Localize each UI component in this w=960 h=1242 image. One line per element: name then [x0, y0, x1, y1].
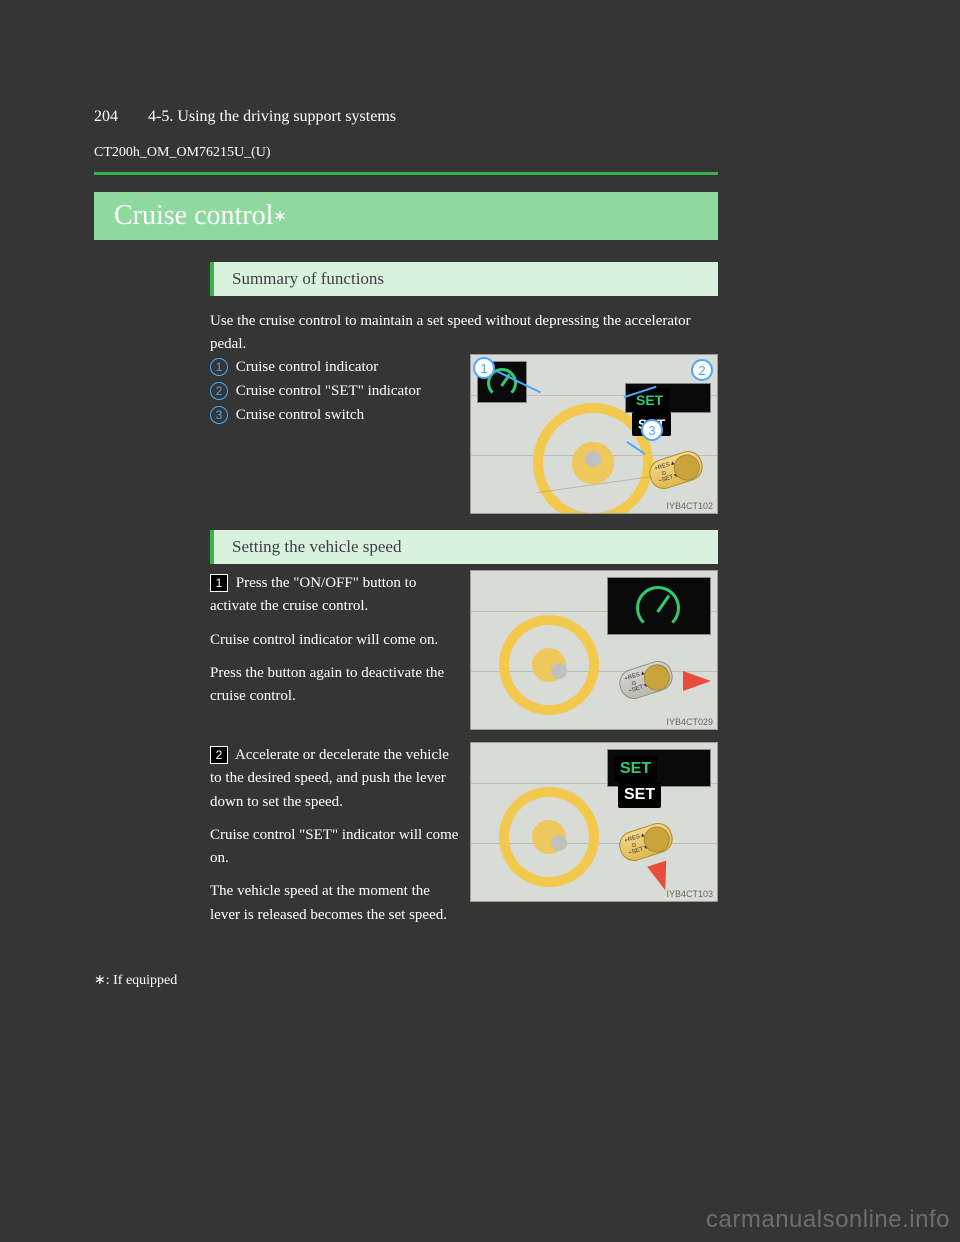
- page-number: 204: [94, 108, 118, 126]
- lever-button-icon: [642, 661, 672, 691]
- section-heading-text: Summary of functions: [232, 269, 384, 289]
- section-heading-setting: Setting the vehicle speed: [210, 530, 718, 564]
- section-heading-summary: Summary of functions: [210, 262, 718, 296]
- step-2-line3: The vehicle speed at the moment the leve…: [210, 880, 460, 927]
- step-2: 2 Accelerate or decelerate the vehicle t…: [210, 744, 460, 927]
- step-1-line2: Cruise control indicator will come on.: [210, 629, 460, 652]
- set-badge-green: SET: [614, 756, 657, 782]
- figure-id: IYB4CT103: [666, 889, 713, 899]
- callout-3-marker: 3: [641, 419, 663, 441]
- callout-1-marker: 1: [473, 357, 495, 379]
- summary-item-3-label: Cruise control switch: [236, 407, 364, 423]
- lever-markings: +RES▲ ⊙−SET▼: [654, 460, 681, 486]
- section-heading-text-2: Setting the vehicle speed: [232, 537, 401, 557]
- set-indicator-hud: SET SET: [607, 749, 711, 787]
- figure-step-2: SET SET +RES▲ ⊙−SET▼ IYB4CT103: [470, 742, 718, 902]
- arrow-right-icon: [683, 671, 711, 691]
- footnote: ∗: If equipped: [94, 972, 177, 989]
- summary-intro: Use the cruise control to maintain a set…: [210, 310, 718, 357]
- step-1: 1 Press the "ON/OFF" button to activate …: [210, 572, 460, 708]
- page-title: Cruise control∗: [94, 192, 718, 240]
- top-rule: [94, 172, 718, 175]
- steering-wheel-icon: [499, 787, 599, 887]
- summary-item-2: 2 Cruise control "SET" indicator: [210, 380, 421, 403]
- step-number-1-icon: 1: [210, 574, 228, 592]
- cruise-indicator-hud: [607, 577, 711, 635]
- step-1-line3: Press the button again to deactivate the…: [210, 662, 460, 709]
- step-2-line1: 2 Accelerate or decelerate the vehicle t…: [210, 744, 460, 814]
- callout-2-marker: 2: [691, 359, 713, 381]
- callout-1-icon: 1: [210, 358, 228, 376]
- title-text: Cruise control: [114, 200, 273, 232]
- step-1-line1: 1 Press the "ON/OFF" button to activate …: [210, 572, 460, 619]
- step-2-line2: Cruise control "SET" indicator will come…: [210, 824, 460, 871]
- figure-id: IYB4CT029: [666, 717, 713, 727]
- set-badge-black: SET: [618, 782, 661, 808]
- summary-item-1-label: Cruise control indicator: [236, 359, 378, 375]
- lever-markings: +RES▲ ⊙−SET▼: [624, 670, 651, 696]
- callout-2-icon: 2: [210, 382, 228, 400]
- lever-markings: +RES▲ ⊙−SET▼: [624, 832, 651, 858]
- watermark: carmanualsonline.info: [706, 1206, 950, 1234]
- figure-id: IYB4CT102: [666, 501, 713, 511]
- set-indicator-hud: SET SET: [625, 383, 711, 413]
- summary-item-1: 1 Cruise control indicator: [210, 356, 378, 379]
- step-number-2-icon: 2: [210, 746, 228, 764]
- figure-step-1: +RES▲ ⊙−SET▼ IYB4CT029: [470, 570, 718, 730]
- title-asterisk: ∗: [273, 206, 286, 226]
- document-id: CT200h_OM_OM76215U_(U): [94, 145, 271, 161]
- summary-item-2-label: Cruise control "SET" indicator: [236, 383, 421, 399]
- speedometer-icon: [634, 584, 684, 630]
- callout-3-icon: 3: [210, 406, 228, 424]
- steering-wheel-icon: [499, 615, 599, 715]
- summary-item-3: 3 Cruise control switch: [210, 404, 364, 427]
- figure-summary: 1 SET SET 2 +RES▲ ⊙−SET▼ 3 IYB4CT102: [470, 354, 718, 514]
- chapter-caption: 4-5. Using the driving support systems: [148, 108, 396, 126]
